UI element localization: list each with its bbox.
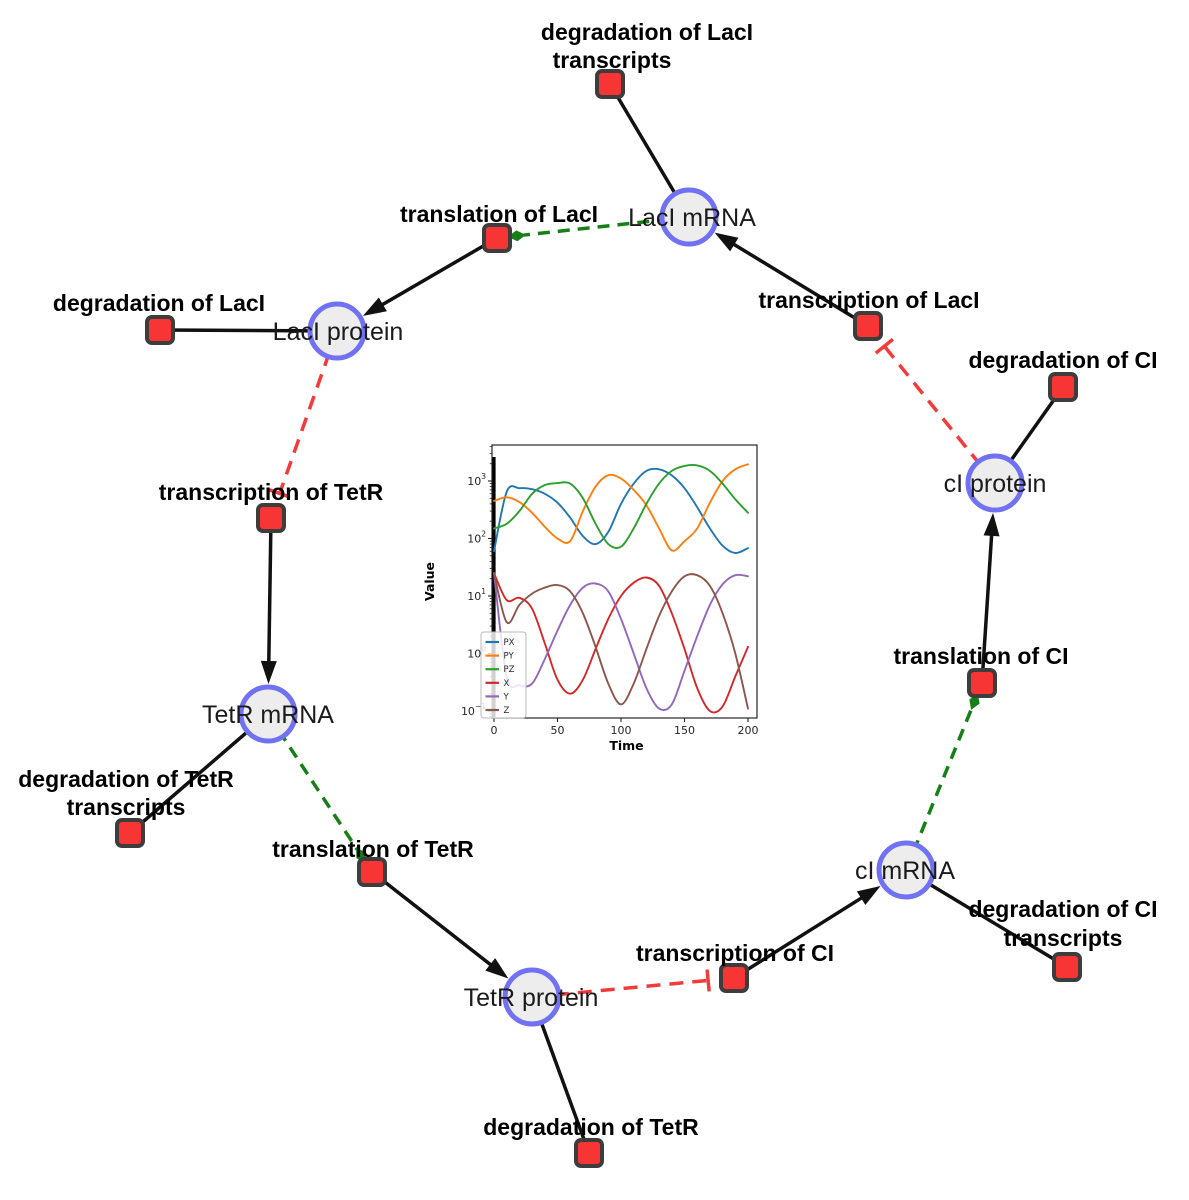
reaction-node-transl_ci	[967, 668, 997, 698]
reaction-label-deg_laci_tx: degradation of LacI	[541, 19, 753, 45]
species-label-tetr_mrna: TetR mRNA	[202, 701, 334, 729]
reaction-label-transl_tetr: translation of TetR	[272, 836, 474, 862]
reaction-node-deg_laci	[145, 315, 175, 345]
legend-label-PX: PX	[504, 638, 515, 648]
edge-transl_tetr-tetr_protein-arrowhead	[485, 958, 509, 979]
series-line-Z	[493, 572, 749, 710]
species-node-laci_protein	[307, 301, 367, 361]
species-label-tetr_protein: TetR protein	[464, 984, 599, 1012]
labels-layer: degradation of LacItranscriptstranslatio…	[18, 19, 1157, 1140]
edge-txn_tetr-tetr_mrna	[267, 517, 273, 666]
edges-layer	[128, 83, 1068, 1154]
reaction-node-deg_tetr	[574, 1138, 604, 1168]
reaction-node-deg_tetr_tx	[115, 818, 145, 848]
y-axis-title: Value	[422, 562, 437, 601]
edge-txn_laci-laci_mrna	[729, 240, 869, 328]
reaction-node-txn_ci	[719, 963, 749, 993]
species-node-ci_protein	[965, 453, 1025, 513]
x-axis-tick-label: 150	[674, 724, 695, 737]
species-node-tetr_protein	[502, 967, 562, 1027]
x-axis-tick-label: 200	[738, 724, 759, 737]
x-axis-tick-label: 100	[611, 724, 632, 737]
edge-laci_mrna-transl_laci-diamond-head	[507, 230, 526, 242]
edge-txn_laci-laci_mrna-arrowhead	[714, 232, 739, 252]
edge-tetr_protein-txn_ci-tbar	[705, 969, 711, 992]
reaction-node-transl_tetr	[357, 857, 387, 887]
reaction-label-transl_ci: translation of CI	[893, 643, 1068, 669]
series-line-X	[493, 572, 749, 714]
edge-txn_tetr-tetr_mrna-arrowhead	[260, 660, 277, 685]
edge-txn_ci-ci_mrna	[733, 894, 866, 980]
species-label-laci_mrna: LacI mRNA	[628, 204, 756, 232]
edge-transl_ci-ci_protein-arrowhead	[983, 512, 1000, 537]
edge-tetr_mrna-deg_tetr_tx	[128, 712, 270, 835]
chart-frame	[491, 444, 758, 719]
reaction-label-deg_laci: degradation of LacI	[53, 290, 265, 316]
reaction-label-txn_tetr: transcription of TetR	[159, 479, 384, 505]
reaction-label-deg_ci: degradation of CI	[968, 347, 1157, 373]
series-line-PX	[493, 467, 749, 554]
nodes-layer	[115, 69, 1082, 1168]
reaction-label-deg_tetr: degradation of TetR	[483, 1114, 699, 1140]
species-node-laci_mrna	[659, 187, 719, 247]
reaction-label-deg_laci_tx: transcripts	[553, 47, 672, 73]
edge-transl_tetr-tetr_protein	[370, 870, 495, 969]
reaction-label-deg_ci_tx: transcripts	[1004, 925, 1123, 951]
reaction-label-deg_tetr_tx: transcripts	[67, 794, 186, 820]
reaction-label-deg_ci_tx: degradation of CI	[968, 896, 1157, 922]
legend-label-X: X	[504, 679, 510, 689]
legend-label-PZ: PZ	[504, 665, 515, 675]
series-line-Y	[493, 572, 749, 712]
x-axis-title: Time	[609, 738, 643, 753]
reaction-node-deg_laci_tx	[595, 69, 625, 99]
series-line-PZ	[493, 463, 749, 549]
y-axis-tick-label: 103	[467, 472, 486, 488]
species-node-tetr_mrna	[238, 684, 298, 744]
edge-transl_ci-ci_protein	[980, 531, 994, 684]
reaction-node-txn_laci	[853, 311, 883, 341]
species-label-ci_mrna: cI mRNA	[855, 857, 955, 885]
y-axis-tick-label: 102	[467, 530, 486, 546]
edge-transl_laci-laci_protein-arrowhead	[362, 297, 387, 316]
y-axis-tick-label: 101	[467, 587, 486, 603]
reaction-label-transl_laci: translation of LacI	[400, 201, 598, 227]
edge-transl_laci-laci_protein	[378, 236, 498, 308]
inset-chart: 10−1100101102103050100150200TimeValuePXP…	[422, 444, 759, 753]
edge-txn_ci-ci_mrna-arrowhead	[856, 885, 881, 905]
legend-label-Y: Y	[503, 692, 510, 702]
legend: PX PY PZ XYZ	[480, 631, 527, 719]
reaction-label-txn_ci: transcription of CI	[636, 940, 834, 966]
edge-laci_protein-deg_laci	[159, 328, 338, 333]
x-axis-tick-label: 0	[491, 724, 498, 737]
reaction-label-txn_laci: transcription of LacI	[758, 287, 979, 313]
legend-label-Z: Z	[504, 706, 510, 716]
edge-laci_protein-txn_tetr-tbar	[268, 488, 291, 499]
edge-ci_mrna-deg_ci_tx	[905, 868, 1068, 969]
species-label-ci_protein: cI protein	[944, 470, 1047, 498]
edge-ci_protein-txn_laci-tbar	[874, 337, 895, 355]
x-axis-tick-label: 50	[551, 724, 565, 737]
reaction-node-deg_ci_tx	[1052, 952, 1082, 982]
series-line-PY	[493, 463, 749, 552]
reaction-label-deg_tetr_tx: degradation of TetR	[18, 766, 234, 792]
reaction-node-deg_ci	[1048, 372, 1078, 402]
legend-label-PY: PY	[504, 652, 515, 662]
reaction-node-transl_laci	[482, 223, 512, 253]
reaction-node-txn_tetr	[256, 503, 286, 533]
species-label-laci_protein: LacI protein	[273, 318, 404, 346]
species-node-ci_mrna	[876, 840, 936, 900]
